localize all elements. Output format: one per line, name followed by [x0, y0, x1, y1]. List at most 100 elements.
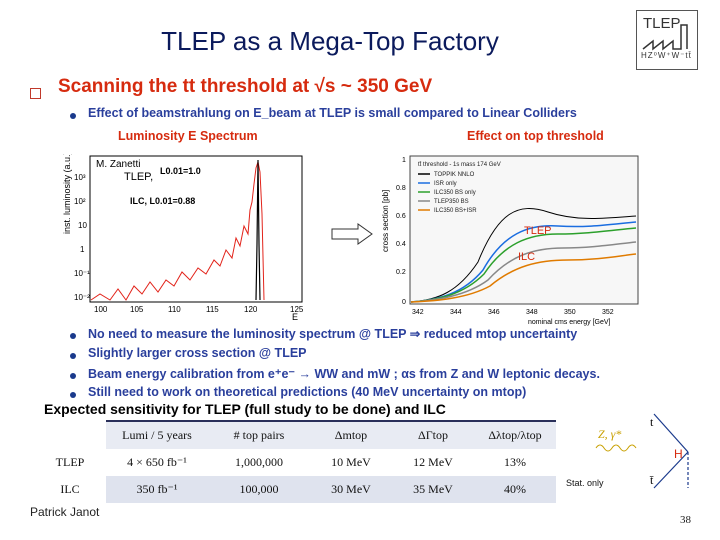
logo-subtext: HZ⁰W⁺W⁻tt̄ [641, 51, 692, 60]
legend-entry: ILC350 BS+ISR [434, 208, 477, 214]
column-header: Δmtop [310, 420, 392, 449]
footer-author: Patrick Janot [30, 505, 100, 519]
ytick: 10² [74, 197, 86, 206]
legend-entry: ILC350 BS only [434, 190, 476, 196]
ilc-lumi-label: ILC, L0.01=0.88 [130, 196, 195, 206]
bullet-text: Beam energy calibration from e⁺e⁻ → WW a… [88, 367, 600, 381]
xtick: 115 [206, 305, 219, 314]
column-header: Lumi / 5 years [106, 420, 208, 449]
right-xlabel: nominal cms energy [GeV] [528, 319, 611, 326]
xtick: 348 [526, 309, 538, 316]
square-bullet-icon [30, 88, 41, 99]
threshold-plot-svg: cross section [pb] tt̄ threshold - 1s ma… [381, 155, 639, 326]
left-xlabel: E [292, 312, 299, 322]
ytick: 0.2 [396, 269, 406, 276]
xtick: 342 [412, 309, 424, 316]
factory-icon [642, 24, 688, 51]
ytick: 1 [80, 245, 85, 254]
main-heading: Scanning the tt threshold at √s ~ 350 Ge… [58, 76, 433, 97]
ilc-curve-label: ILC [518, 251, 535, 263]
slide-title: TLEP as a Mega-Top Factory [161, 26, 499, 56]
antitop-label: t̄ [650, 473, 654, 487]
bullet-dot-icon [70, 333, 76, 339]
threshold-plot: cross section [pb] tt̄ threshold - 1s ma… [378, 152, 642, 326]
tlep-curve-label: TLEP [524, 225, 552, 237]
table-cell: 350 fb⁻¹ [106, 476, 208, 503]
curve-isr [410, 221, 637, 303]
right-ylabel: cross section [pb] [381, 190, 390, 252]
bullet-text: Effect of beamstrahlung on E_beam at TLE… [88, 106, 577, 120]
table-cell: 1,000,000 [235, 455, 283, 469]
bullet-dot-icon [70, 113, 76, 119]
table-cell: 100,000 [208, 476, 310, 503]
legend-title: tt̄ threshold - 1s mass 174 GeV [418, 161, 501, 168]
ytick: 10⁻² [74, 293, 90, 302]
ytick: 10 [78, 221, 87, 230]
table-header-row: Lumi / 5 years # top pairs Δmtop ΔΓtop Δ… [34, 420, 556, 449]
xtick: 105 [130, 305, 144, 314]
xtick: 100 [94, 305, 108, 314]
tlep-lumi-label: L0.01=1.0 [160, 166, 201, 176]
luminosity-spectrum-svg: inst. luminosity (a.u.) M. Zanetti TLEP,… [62, 151, 304, 314]
ilc-spectrum-curve [90, 160, 265, 301]
column-header: ΔΓtop [392, 420, 474, 449]
bullet-text: Slightly larger cross section @ TLEP [88, 346, 307, 360]
bullet-dot-icon [70, 353, 76, 359]
xtick: 352 [602, 309, 614, 316]
table-cell: 12 MeV [413, 455, 453, 469]
bullet-dot-icon [70, 373, 76, 379]
author-label: M. Zanetti [96, 159, 140, 170]
bullet-dot-icon [70, 392, 76, 398]
tlep-plot-label: TLEP, [124, 171, 153, 183]
top-label: t [650, 415, 654, 429]
table-cell: 30 MeV [310, 476, 392, 503]
page-number: 38 [680, 514, 691, 526]
legend-entry: TOPPIK NNLO [434, 172, 475, 178]
table-cell: 40% [474, 476, 556, 503]
tlep-spectrum-curve [255, 159, 261, 301]
right-subtitle: Effect on top threshold [467, 129, 604, 143]
stat-only-label: Stat. only [566, 478, 604, 488]
luminosity-spectrum-plot: inst. luminosity (a.u.) M. Zanetti TLEP,… [60, 151, 306, 314]
sensitivity-heading: Expected sensitivity for TLEP (full stud… [44, 401, 446, 417]
bullet-text: No need to measure the luminosity spectr… [88, 327, 578, 341]
curve-toppik [410, 208, 637, 303]
tlep-logo: TLEP HZ⁰W⁺W⁻tt̄ [636, 10, 698, 70]
curve-tlep [410, 227, 637, 303]
ytick: 1 [402, 157, 406, 164]
ytick: 0.6 [396, 213, 406, 220]
left-subtitle: Luminosity E Spectrum [118, 129, 258, 143]
xtick: 110 [168, 305, 181, 314]
ytick: 10⁻¹ [74, 269, 90, 278]
table-cell: 35 MeV [392, 476, 474, 503]
table-cell: 4 × 650 fb⁻¹ [127, 455, 187, 469]
legend-entry: ISR only [434, 181, 457, 187]
table-row: TLEP 4 × 650 fb⁻¹ 1,000,000 10 MeV 12 Me… [34, 449, 556, 476]
xtick: 120 [244, 305, 258, 314]
feynman-diagram: Z, γ* t t̄ H [595, 413, 689, 489]
top-quark-line [653, 413, 689, 453]
left-ylabel: inst. luminosity (a.u.) [62, 154, 72, 234]
logo-text: TLEP [643, 15, 681, 32]
sensitivity-table: Lumi / 5 years # top pairs Δmtop ΔΓtop Δ… [34, 420, 556, 503]
ytick: 10³ [74, 173, 86, 182]
right-arrow-icon [331, 223, 373, 245]
higgs-label: H [674, 447, 683, 461]
ytick: 0 [402, 299, 406, 306]
xtick: 344 [450, 309, 462, 316]
column-header: Δλtop/λtop [474, 420, 556, 449]
xtick: 350 [564, 309, 576, 316]
xtick: 125 [290, 305, 304, 314]
z-gamma-label: Z, γ* [598, 427, 621, 441]
xtick: 346 [488, 309, 500, 316]
ytick: 0.8 [396, 185, 406, 192]
legend-entry: TLEP350 BS [434, 199, 469, 205]
row-label: TLEP [34, 449, 106, 476]
bullet-text: Still need to work on theoretical predic… [88, 385, 527, 399]
curve-ilc-bs-isr [410, 253, 637, 303]
curve-ilc-bs [410, 241, 637, 303]
table-row: ILC 350 fb⁻¹ 100,000 30 MeV 35 MeV 40% [34, 476, 556, 503]
column-header: # top pairs [208, 420, 310, 449]
ytick: 0.4 [396, 241, 406, 248]
boson-line [595, 444, 637, 452]
